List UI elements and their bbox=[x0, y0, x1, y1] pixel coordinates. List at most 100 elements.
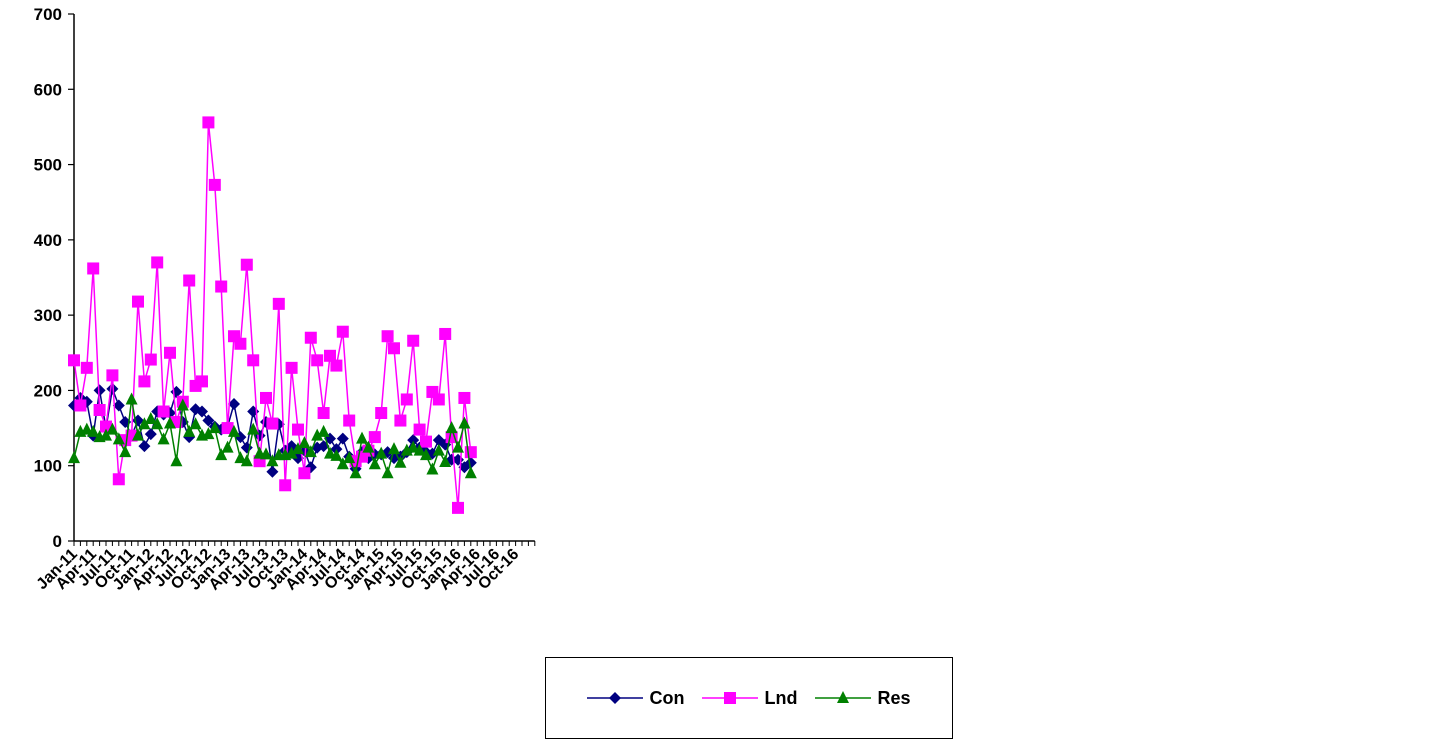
data-point-lnd bbox=[368, 431, 381, 444]
data-point-lnd bbox=[317, 407, 330, 420]
data-point-res bbox=[176, 398, 189, 411]
data-point-res bbox=[80, 422, 93, 435]
data-point-lnd bbox=[439, 327, 452, 340]
data-point-res bbox=[285, 446, 298, 459]
data-point-res bbox=[445, 421, 458, 434]
data-point-res bbox=[68, 451, 80, 464]
data-point-res bbox=[132, 428, 144, 441]
data-point-res bbox=[266, 454, 279, 467]
data-point-res bbox=[87, 424, 100, 437]
data-point-res bbox=[407, 440, 420, 453]
data-point-lnd bbox=[381, 330, 394, 343]
data-point-con bbox=[247, 405, 260, 418]
data-point-res bbox=[100, 428, 112, 441]
data-point-res bbox=[400, 443, 413, 456]
data-point-lnd bbox=[285, 361, 298, 374]
data-point-lnd bbox=[87, 262, 100, 275]
data-point-lnd bbox=[413, 423, 426, 436]
data-point-con bbox=[93, 384, 106, 397]
data-point-res bbox=[432, 443, 445, 456]
data-point-res bbox=[336, 457, 349, 470]
data-point-lnd bbox=[221, 422, 234, 435]
data-point-lnd bbox=[324, 349, 336, 362]
tick-labels: 0100200300400500600700Jan-11Apr-11Jul-11… bbox=[34, 5, 523, 594]
data-point-con bbox=[138, 440, 151, 453]
data-point-lnd bbox=[157, 405, 170, 418]
data-point-res bbox=[330, 448, 343, 461]
data-point-lnd bbox=[400, 393, 413, 406]
data-point-lnd bbox=[375, 407, 388, 420]
legend-swatch-con bbox=[587, 692, 644, 704]
legend-item-res: Res bbox=[815, 688, 911, 709]
data-point-con bbox=[266, 465, 279, 478]
data-point-res bbox=[138, 417, 151, 430]
y-tick-label: 400 bbox=[34, 231, 62, 250]
data-point-lnd bbox=[106, 369, 119, 382]
data-point-con bbox=[336, 432, 349, 445]
data-point-res bbox=[208, 421, 221, 434]
data-point-lnd bbox=[208, 178, 221, 191]
data-point-res bbox=[317, 424, 330, 437]
data-point-lnd bbox=[272, 297, 285, 310]
data-point-res bbox=[381, 466, 394, 479]
data-point-con bbox=[464, 456, 477, 469]
data-point-lnd bbox=[80, 361, 93, 374]
legend-label-con: Con bbox=[649, 687, 685, 708]
data-point-lnd bbox=[112, 473, 125, 486]
data-point-res bbox=[125, 392, 138, 405]
data-point-lnd bbox=[151, 256, 164, 269]
data-point-con bbox=[144, 428, 157, 441]
data-point-con bbox=[228, 397, 240, 410]
data-point-res bbox=[228, 424, 240, 437]
data-point-lnd bbox=[304, 331, 317, 344]
legend-swatch-lnd bbox=[702, 692, 759, 704]
y-tick-label: 100 bbox=[34, 457, 62, 476]
data-point-res bbox=[170, 454, 183, 467]
data-point-lnd bbox=[247, 354, 260, 367]
data-point-lnd bbox=[432, 393, 445, 406]
data-point-res bbox=[394, 455, 407, 468]
data-point-res bbox=[260, 447, 272, 460]
data-point-lnd bbox=[279, 479, 292, 492]
data-point-res bbox=[157, 432, 170, 445]
data-point-res bbox=[324, 446, 336, 459]
data-point-lnd bbox=[266, 417, 279, 430]
data-point-res bbox=[221, 440, 234, 453]
legend-label-lnd: Lnd bbox=[764, 687, 798, 708]
data-point-res bbox=[311, 428, 324, 441]
data-point-res bbox=[458, 416, 471, 429]
data-point-con bbox=[106, 382, 119, 395]
data-point-lnd bbox=[144, 353, 157, 366]
data-point-lnd bbox=[292, 423, 304, 436]
data-point-lnd bbox=[240, 258, 253, 271]
legend-item-con: Con bbox=[587, 688, 684, 709]
data-point-res bbox=[304, 445, 317, 458]
series-res bbox=[68, 392, 477, 479]
legend-item-lnd: Lnd bbox=[702, 688, 797, 709]
data-point-res bbox=[151, 417, 164, 430]
data-point-lnd bbox=[420, 435, 432, 448]
data-point-res bbox=[413, 443, 426, 456]
data-point-lnd bbox=[164, 346, 176, 359]
data-point-lnd bbox=[388, 342, 400, 355]
data-point-lnd bbox=[93, 404, 106, 417]
data-point-res bbox=[388, 442, 400, 455]
legend-swatch-res bbox=[815, 691, 872, 703]
data-point-con bbox=[202, 414, 215, 427]
data-point-lnd bbox=[74, 399, 87, 412]
series-layer bbox=[68, 116, 477, 514]
data-point-res bbox=[349, 466, 362, 479]
data-point-lnd bbox=[311, 354, 324, 367]
data-point-res bbox=[119, 445, 132, 458]
data-point-lnd bbox=[298, 467, 311, 480]
y-tick-label: 500 bbox=[34, 156, 62, 175]
data-point-lnd bbox=[138, 375, 151, 388]
data-point-res bbox=[343, 451, 356, 464]
data-point-lnd bbox=[330, 359, 343, 372]
data-point-res bbox=[292, 442, 304, 455]
data-point-res bbox=[234, 451, 247, 464]
data-point-res bbox=[368, 457, 381, 470]
y-tick-label: 700 bbox=[34, 5, 62, 24]
data-point-con bbox=[407, 434, 420, 447]
